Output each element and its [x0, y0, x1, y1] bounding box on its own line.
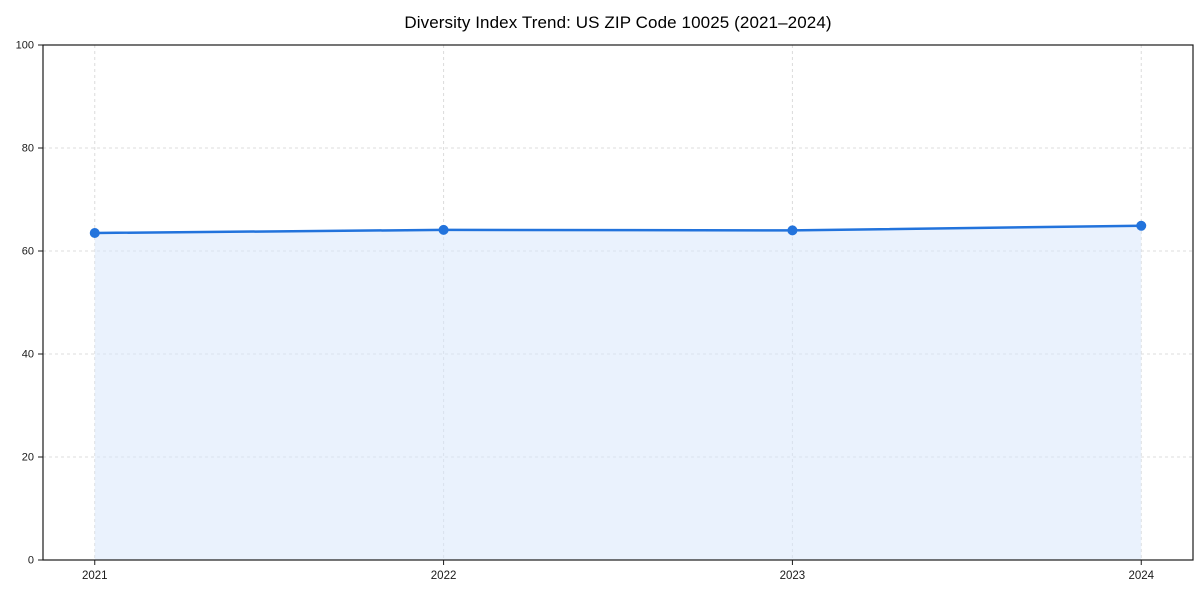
y-axis-tick-label: 100 — [16, 40, 34, 52]
chart-title: Diversity Index Trend: US ZIP Code 10025… — [404, 13, 832, 32]
data-point — [1136, 220, 1147, 231]
x-axis-tick-label: 2022 — [431, 570, 457, 582]
y-axis-tick-label: 80 — [22, 143, 34, 155]
data-line — [93, 224, 1143, 235]
x-axis-tick-label: 2024 — [1128, 570, 1154, 582]
area-fill — [94, 225, 1142, 560]
data-point — [438, 224, 449, 235]
y-axis-tick-label: 20 — [22, 452, 34, 464]
data-point — [89, 227, 100, 238]
x-axis-tick-label: 2021 — [82, 570, 108, 582]
y-axis-tick-label: 60 — [22, 246, 34, 258]
plot-frame — [42, 44, 1194, 561]
y-axis-tick-label: 0 — [28, 555, 34, 567]
x-axis-tick-label: 2023 — [780, 570, 806, 582]
y-axis-tick-label: 40 — [22, 349, 34, 361]
data-point — [787, 225, 798, 236]
